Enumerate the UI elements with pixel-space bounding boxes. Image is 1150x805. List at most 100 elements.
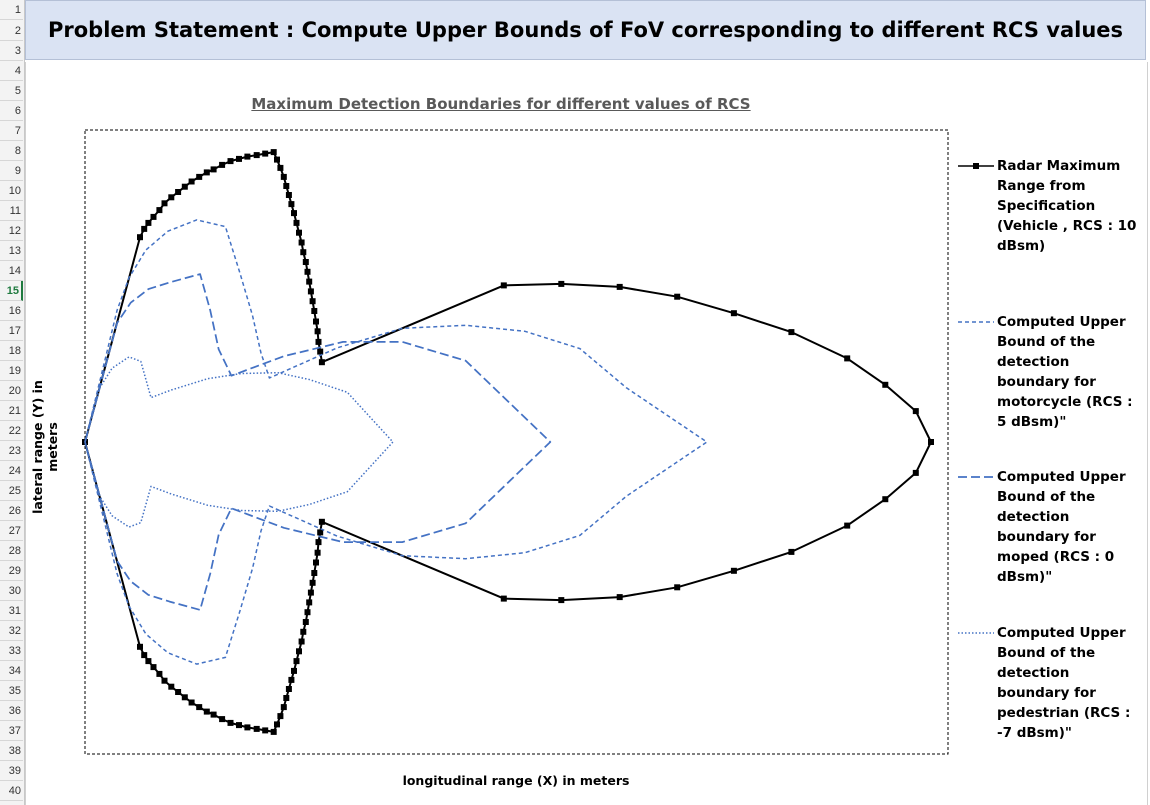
row-number-36[interactable]: 36	[0, 701, 23, 721]
row-number-8[interactable]: 8	[0, 141, 23, 161]
data-point-0-101[interactable]	[145, 658, 152, 665]
row-number-30[interactable]: 30	[0, 581, 23, 601]
data-point-0-80[interactable]	[283, 695, 290, 701]
row-number-23[interactable]: 23	[0, 441, 23, 461]
data-point-0-93[interactable]	[196, 704, 203, 711]
data-point-0-40[interactable]	[315, 338, 322, 345]
data-point-0-9[interactable]	[181, 183, 188, 190]
row-number-35[interactable]: 35	[0, 681, 23, 701]
series-line-1[interactable]	[84, 219, 708, 665]
data-point-0-56[interactable]	[788, 548, 795, 555]
data-point-0-76[interactable]	[293, 658, 300, 665]
data-point-0-2[interactable]	[141, 225, 148, 232]
data-point-0-88[interactable]	[236, 722, 242, 729]
data-point-0-41[interactable]	[317, 348, 324, 355]
series-line-3[interactable]	[84, 356, 394, 528]
data-point-0-20[interactable]	[270, 149, 277, 156]
row-number-20[interactable]: 20	[0, 381, 23, 401]
data-point-0-57[interactable]	[730, 567, 737, 574]
data-point-0-85[interactable]	[262, 727, 269, 734]
data-point-0-4[interactable]	[150, 213, 157, 220]
data-point-0-65[interactable]	[314, 549, 321, 556]
row-number-4[interactable]: 4	[0, 61, 23, 81]
row-number-29[interactable]: 29	[0, 561, 23, 581]
data-point-0-16[interactable]	[236, 155, 242, 162]
data-point-0-52[interactable]	[928, 439, 934, 445]
data-point-0-10[interactable]	[188, 178, 195, 185]
row-number-34[interactable]: 34	[0, 661, 23, 681]
data-point-0-70[interactable]	[306, 599, 313, 606]
data-point-0-50[interactable]	[882, 381, 889, 388]
data-point-0-84[interactable]	[270, 728, 277, 735]
data-point-0-53[interactable]	[912, 469, 919, 476]
data-point-0-17[interactable]	[244, 153, 251, 160]
data-point-0-102[interactable]	[141, 652, 148, 659]
data-point-0-74[interactable]	[298, 638, 305, 645]
data-point-0-6[interactable]	[161, 200, 168, 207]
data-point-0-94[interactable]	[188, 699, 195, 706]
data-point-0-33[interactable]	[304, 268, 311, 275]
data-point-0-38[interactable]	[313, 318, 319, 325]
data-point-0-45[interactable]	[616, 283, 623, 290]
data-point-0-37[interactable]	[311, 308, 318, 314]
data-point-0-24[interactable]	[283, 183, 290, 189]
data-point-0-59[interactable]	[616, 594, 623, 601]
data-point-0-3[interactable]	[145, 219, 152, 226]
data-point-0-67[interactable]	[311, 570, 318, 576]
row-number-24[interactable]: 24	[0, 461, 23, 481]
data-point-0-31[interactable]	[300, 249, 307, 256]
row-number-22[interactable]: 22	[0, 421, 23, 441]
data-point-0-97[interactable]	[168, 683, 175, 690]
row-number-14[interactable]: 14	[0, 261, 23, 281]
data-point-0-58[interactable]	[674, 584, 681, 591]
data-point-0-46[interactable]	[674, 293, 681, 300]
row-number-31[interactable]: 31	[0, 601, 23, 621]
data-point-0-47[interactable]	[730, 310, 737, 317]
data-point-0-62[interactable]	[318, 518, 325, 525]
row-number-15[interactable]: 15	[0, 281, 23, 301]
data-point-0-98[interactable]	[161, 677, 168, 684]
row-number-28[interactable]: 28	[0, 541, 23, 561]
row-number-16[interactable]: 16	[0, 301, 23, 321]
data-point-0-79[interactable]	[285, 686, 292, 692]
data-point-0-75[interactable]	[296, 648, 302, 655]
row-number-18[interactable]: 18	[0, 341, 23, 361]
row-number-11[interactable]: 11	[0, 201, 23, 221]
data-point-0-7[interactable]	[168, 194, 175, 201]
row-number-33[interactable]: 33	[0, 641, 23, 661]
data-point-0-32[interactable]	[302, 259, 309, 265]
data-point-0-61[interactable]	[500, 595, 507, 602]
data-point-0-78[interactable]	[288, 676, 295, 683]
data-point-0-103[interactable]	[137, 643, 143, 650]
data-point-0-87[interactable]	[244, 724, 251, 731]
data-point-0-15[interactable]	[227, 158, 234, 165]
data-point-0-99[interactable]	[156, 670, 163, 677]
row-number-3[interactable]: 3	[0, 41, 23, 61]
data-point-0-49[interactable]	[844, 355, 851, 362]
data-point-0-54[interactable]	[882, 496, 889, 503]
row-number-5[interactable]: 5	[0, 81, 23, 101]
data-point-0-55[interactable]	[844, 522, 851, 529]
data-point-0-63[interactable]	[317, 529, 324, 536]
data-point-0-71[interactable]	[304, 609, 311, 616]
data-point-0-81[interactable]	[280, 704, 287, 711]
row-number-39[interactable]: 39	[0, 761, 23, 781]
data-point-0-36[interactable]	[309, 298, 316, 305]
data-point-0-92[interactable]	[203, 708, 210, 715]
row-number-1[interactable]: 1	[0, 0, 23, 20]
data-point-0-11[interactable]	[196, 173, 203, 180]
data-point-0-89[interactable]	[227, 719, 234, 726]
data-point-0-29[interactable]	[296, 229, 302, 236]
data-point-0-14[interactable]	[219, 161, 226, 168]
data-point-0-72[interactable]	[302, 619, 309, 625]
data-point-0-68[interactable]	[309, 579, 316, 586]
problem-statement-banner[interactable]: Problem Statement : Compute Upper Bounds…	[25, 0, 1146, 60]
data-point-0-25[interactable]	[285, 192, 292, 198]
data-point-0-23[interactable]	[280, 173, 287, 180]
data-point-0-100[interactable]	[150, 664, 157, 671]
data-point-0-34[interactable]	[306, 278, 313, 285]
row-number-25[interactable]: 25	[0, 481, 23, 501]
data-point-0-83[interactable]	[274, 721, 280, 728]
data-point-0-90[interactable]	[219, 716, 226, 723]
row-number-37[interactable]: 37	[0, 721, 23, 741]
